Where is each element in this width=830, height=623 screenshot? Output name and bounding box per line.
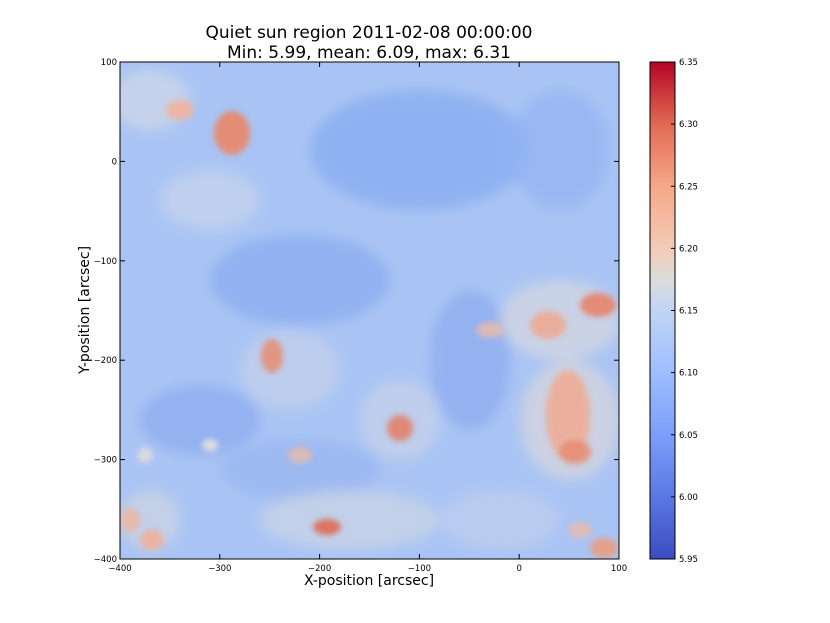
y-tick-label: −100 [94, 257, 117, 267]
y-tick-label: −400 [94, 555, 117, 565]
colorbar-tick-label: 6.05 [679, 431, 698, 441]
colorbar-tick-label: 6.15 [679, 307, 698, 317]
y-tick-label: −300 [94, 456, 117, 466]
x-axis-label: X-position [arcsec] [304, 573, 434, 589]
y-axis-label: Y-position [arcsec] [77, 246, 93, 375]
x-tick-label: −300 [208, 564, 231, 574]
x-tick-label: −400 [108, 564, 131, 574]
x-tick-label: −200 [308, 564, 331, 574]
plot-frame [119, 61, 620, 560]
y-tick-label: 100 [101, 58, 117, 68]
y-axis-ticks: 100 0 −100 −200 −300 −400 [94, 58, 619, 565]
x-axis-ticks: −400 −300 −200 −100 0 100 [108, 62, 627, 574]
chart-title: Quiet sun region 2011-02-08 00:00:00 [206, 23, 533, 43]
x-tick-label: −100 [408, 564, 431, 574]
colorbar-tick-label: 6.10 [679, 369, 698, 379]
colorbar-tick-label: 6.20 [679, 244, 698, 254]
colorbar-tick-label: 6.35 [679, 58, 698, 68]
colorbar-tick-label: 6.30 [679, 120, 698, 130]
y-tick-label: −200 [94, 356, 117, 366]
x-tick-label: 0 [516, 564, 521, 574]
colorbar-tick-label: 6.00 [679, 493, 698, 503]
chart-subtitle: Min: 5.99, mean: 6.09, max: 6.31 [227, 43, 511, 63]
x-tick-label: 100 [611, 564, 627, 574]
colorbar-ticks: 6.35 6.30 6.25 6.20 6.15 6.10 6.05 6.00 5.95 [671, 58, 698, 565]
colorbar-tick-label: 5.95 [679, 555, 698, 565]
colorbar [650, 62, 675, 559]
heatmap-image [120, 62, 619, 559]
colorbar-tick-label: 6.25 [679, 182, 698, 192]
y-tick-label: 0 [112, 157, 117, 167]
